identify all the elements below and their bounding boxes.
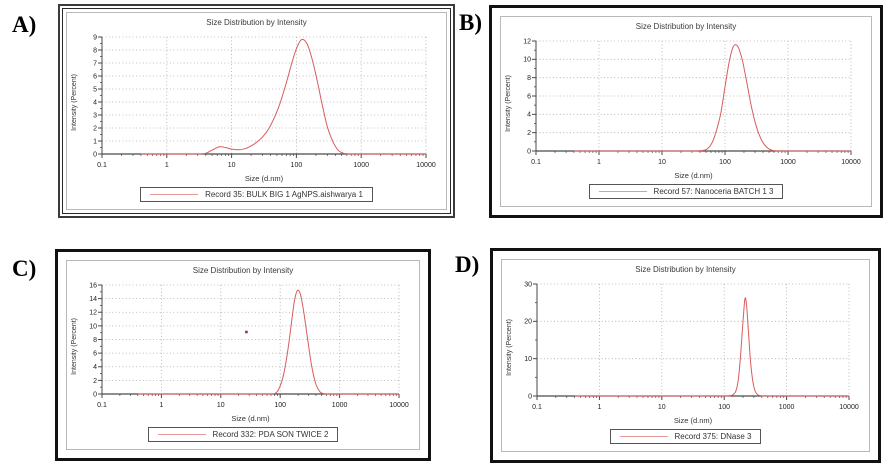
svg-text:6: 6 — [93, 351, 97, 358]
svg-text:10: 10 — [228, 162, 236, 169]
svg-text:9: 9 — [93, 34, 97, 41]
y-axis-label: Intensity (Percent) — [505, 74, 512, 132]
svg-text:10000: 10000 — [389, 402, 409, 409]
dls-chart-c: Size Distribution by Intensity Intensity… — [66, 260, 420, 450]
svg-text:2: 2 — [93, 378, 97, 385]
svg-text:2: 2 — [93, 125, 97, 132]
svg-text:1: 1 — [159, 402, 163, 409]
svg-text:10000: 10000 — [839, 404, 859, 411]
svg-text:0: 0 — [528, 393, 532, 400]
plot-area: 0 2 4 6 8 10 12 14 16 0.1 1 10 100 1000 10000 — [89, 282, 409, 409]
legend-label: Record 332: PDA SON TWICE 2 — [212, 430, 329, 439]
legend-line-swatch — [598, 190, 647, 193]
legend-line-swatch — [150, 193, 199, 196]
svg-text:10: 10 — [658, 159, 666, 166]
legend: Record 332: PDA SON TWICE 2 — [147, 427, 339, 442]
svg-text:1000: 1000 — [332, 402, 348, 409]
svg-text:1000: 1000 — [353, 162, 369, 169]
legend-label: Record 375: DNase 3 — [674, 432, 752, 441]
svg-text:1: 1 — [165, 162, 169, 169]
svg-text:4: 4 — [93, 364, 97, 371]
svg-text:30: 30 — [524, 281, 532, 288]
chart-title: Size Distribution by Intensity — [635, 265, 736, 274]
legend-label: Record 35: BULK BIG 1 AgNPS.aishwarya 1 — [205, 190, 363, 199]
svg-text:8: 8 — [93, 47, 97, 54]
y-axis-label: Intensity (Percent) — [71, 74, 78, 131]
legend: Record 35: BULK BIG 1 AgNPS.aishwarya 1 — [140, 187, 373, 202]
svg-text:8: 8 — [527, 75, 531, 82]
svg-text:4: 4 — [93, 99, 97, 106]
chart-frame-b: Size Distribution by Intensity Intensity… — [489, 5, 883, 218]
y-axis-label: Intensity (Percent) — [506, 318, 513, 376]
svg-text:100: 100 — [719, 159, 731, 166]
svg-text:1000: 1000 — [779, 404, 795, 411]
svg-text:6: 6 — [527, 93, 531, 100]
svg-text:16: 16 — [89, 282, 97, 289]
x-axis-label: Size (d.nm) — [674, 171, 713, 180]
chart-frame-c: Size Distribution by Intensity Intensity… — [55, 249, 431, 461]
chart-frame-d: Size Distribution by Intensity Intensity… — [490, 248, 881, 463]
svg-text:0.1: 0.1 — [97, 162, 107, 169]
x-axis-label: Size (d.nm) — [673, 416, 713, 425]
legend-line-swatch — [157, 433, 206, 436]
svg-text:0: 0 — [93, 151, 97, 158]
plot-row: Intensity (Percent) 0 2 4 6 8 10 12 14 16 0.1 1 10 1… — [67, 279, 419, 414]
legend: Record 57: Nanoceria BATCH 1 3 — [588, 184, 784, 199]
svg-text:6: 6 — [93, 73, 97, 80]
svg-text:100: 100 — [274, 402, 286, 409]
svg-text:14: 14 — [89, 296, 97, 303]
svg-text:100: 100 — [718, 404, 730, 411]
svg-text:0.1: 0.1 — [532, 404, 542, 411]
x-axis-label: Size (d.nm) — [244, 174, 284, 183]
dls-chart-a: Size Distribution by Intensity Intensity… — [66, 12, 447, 210]
x-axis-label: Size (d.nm) — [231, 414, 270, 423]
svg-text:12: 12 — [89, 310, 97, 317]
svg-text:20: 20 — [524, 319, 532, 326]
svg-text:0: 0 — [93, 391, 97, 398]
svg-text:10000: 10000 — [841, 159, 861, 166]
plot-row: Intensity (Percent) 0 1 2 3 4 5 6 7 8 9 0.1 1 10 100 1… — [67, 31, 446, 174]
dls-chart-b: Size Distribution by Intensity Intensity… — [500, 16, 872, 207]
svg-text:10: 10 — [217, 402, 225, 409]
svg-text:1: 1 — [597, 159, 601, 166]
svg-text:1000: 1000 — [780, 159, 796, 166]
svg-text:4: 4 — [527, 112, 531, 119]
svg-text:0.1: 0.1 — [531, 159, 541, 166]
chart-title: Size Distribution by Intensity — [635, 22, 737, 31]
svg-text:10: 10 — [523, 57, 531, 64]
legend-label: Record 57: Nanoceria BATCH 1 3 — [653, 187, 774, 196]
svg-text:1: 1 — [93, 138, 97, 145]
chart-title: Size Distribution by Intensity — [206, 18, 307, 27]
chart-frame-a: Size Distribution by Intensity Intensity… — [58, 4, 455, 218]
panel-label-c: C) — [12, 256, 37, 281]
dls-chart-d: Size Distribution by Intensity Intensity… — [501, 259, 870, 452]
panel-label-b: B) — [459, 10, 482, 35]
chart-title: Size Distribution by Intensity — [192, 266, 294, 275]
svg-text:100: 100 — [291, 162, 303, 169]
svg-text:10: 10 — [658, 404, 666, 411]
svg-text:7: 7 — [93, 60, 97, 67]
svg-text:10: 10 — [89, 323, 97, 330]
svg-text:0: 0 — [527, 148, 531, 155]
svg-text:3: 3 — [93, 112, 97, 119]
svg-text:2: 2 — [527, 130, 531, 137]
plot-row: Intensity (Percent) 0 10 20 30 0.1 1 10 100 1000… — [502, 278, 869, 416]
plot-area: 0 1 2 3 4 5 6 7 8 9 0.1 1 10 100 1000 10000 — [93, 34, 436, 169]
svg-text:10000: 10000 — [416, 162, 436, 169]
svg-text:10: 10 — [524, 356, 532, 363]
svg-text:1: 1 — [597, 404, 601, 411]
legend-line-swatch — [619, 435, 668, 438]
svg-text:5: 5 — [93, 86, 97, 93]
plot-area: 0 2 4 6 8 10 12 0.1 1 10 100 1000 10000 — [523, 38, 861, 166]
svg-text:8: 8 — [93, 337, 97, 344]
legend: Record 375: DNase 3 — [609, 429, 762, 444]
panel-label-d: D) — [455, 252, 480, 277]
plot-row: Intensity (Percent) 0 2 4 6 8 10 12 0.1 1 10 100 10… — [501, 35, 871, 171]
svg-text:0.1: 0.1 — [97, 402, 107, 409]
y-axis-label: Intensity (Percent) — [71, 318, 78, 375]
panel-label-a: A) — [12, 12, 37, 37]
svg-text:12: 12 — [523, 38, 531, 45]
plot-area: 0 10 20 30 0.1 1 10 100 1000 10000 — [524, 281, 859, 411]
